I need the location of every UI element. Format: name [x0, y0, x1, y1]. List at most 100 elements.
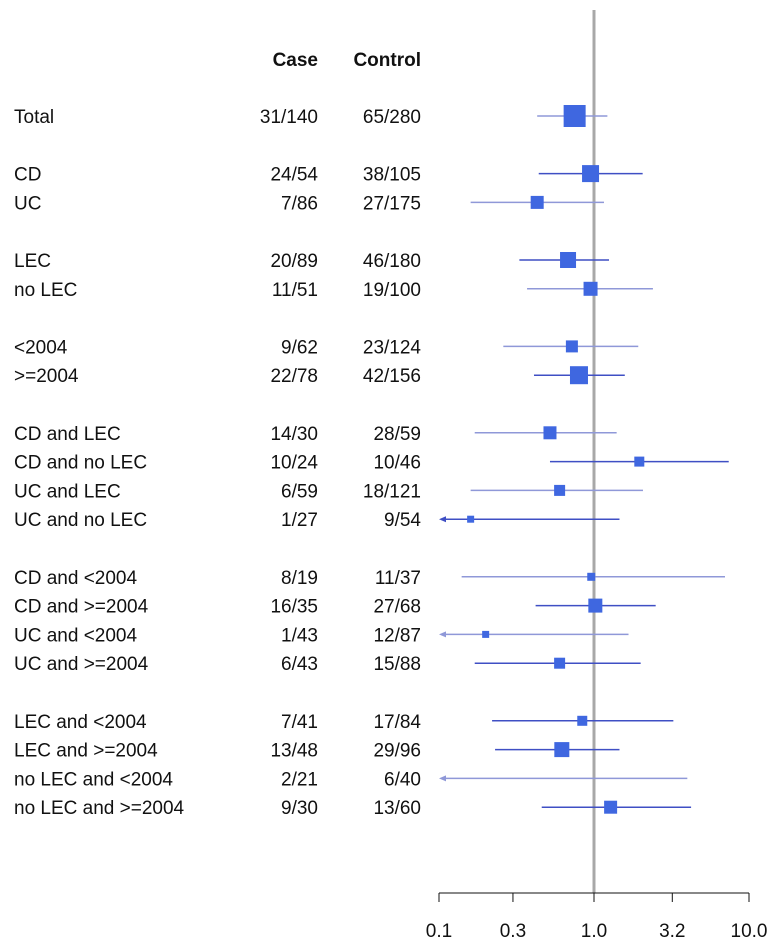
point-estimate — [554, 657, 566, 669]
table-row: no LEC and <2004 2/21 6/40 — [14, 769, 421, 790]
x-tick-label: 1.0 — [581, 921, 607, 942]
table-rows: Total 31/140 65/280 CD 24/54 38/105 UC 7/86 27/1… — [14, 107, 421, 819]
ci-arrow-left — [439, 631, 446, 638]
table-row: Total 31/140 65/280 — [14, 107, 421, 128]
x-tick-label: 3.2 — [659, 921, 685, 942]
row-label: UC and LEC — [14, 481, 121, 502]
table-row: CD and no LEC 10/24 10/46 — [14, 453, 421, 474]
case-value: 31/140 — [260, 107, 318, 128]
row-label: CD — [14, 165, 41, 186]
control-value: 42/156 — [363, 366, 421, 387]
table-row: LEC 20/89 46/180 — [14, 251, 421, 272]
case-value: 22/78 — [270, 366, 318, 387]
control-value: 46/180 — [363, 251, 421, 272]
control-value: 28/59 — [373, 424, 421, 445]
table-row: UC and no LEC 1/27 9/54 — [14, 510, 421, 531]
case-value: 6/59 — [281, 481, 318, 502]
row-label: LEC — [14, 251, 51, 272]
case-value: 1/27 — [281, 510, 318, 531]
control-value: 29/96 — [373, 741, 421, 762]
row-label: >=2004 — [14, 366, 79, 387]
table-row: CD and >=2004 16/35 27/68 — [14, 597, 421, 618]
control-value: 18/121 — [363, 481, 421, 502]
point-estimate — [554, 742, 570, 758]
row-label: no LEC and <2004 — [14, 769, 173, 790]
x-tick-label: 0.1 — [426, 921, 452, 942]
plot-marks — [439, 10, 729, 893]
row-label: UC and >=2004 — [14, 654, 149, 675]
row-label: <2004 — [14, 337, 68, 358]
x-tick-label: 0.3 — [500, 921, 526, 942]
control-value: 27/175 — [363, 193, 421, 214]
control-value: 10/46 — [373, 453, 421, 474]
point-estimate — [563, 105, 586, 127]
point-estimate — [583, 281, 598, 296]
point-estimate — [530, 195, 544, 209]
table-row: >=2004 22/78 42/156 — [14, 366, 421, 387]
case-value: 9/62 — [281, 337, 318, 358]
case-value: 16/35 — [270, 597, 318, 618]
case-value: 9/30 — [281, 798, 318, 819]
table-row: UC and <2004 1/43 12/87 — [14, 625, 421, 646]
control-value: 9/54 — [384, 510, 421, 531]
control-value: 19/100 — [363, 280, 421, 301]
row-label: CD and no LEC — [14, 453, 147, 474]
table-row: CD and LEC 14/30 28/59 — [14, 424, 421, 445]
case-value: 24/54 — [270, 165, 318, 186]
point-estimate — [577, 715, 588, 726]
point-estimate — [588, 598, 603, 613]
table-row: LEC and <2004 7/41 17/84 — [14, 712, 421, 733]
control-value: 65/280 — [363, 107, 421, 128]
point-estimate — [543, 426, 557, 440]
control-value: 17/84 — [373, 712, 421, 733]
point-estimate — [482, 630, 490, 638]
control-value: 12/87 — [373, 625, 421, 646]
point-estimate — [604, 800, 618, 814]
column-header-control: Control — [353, 50, 421, 71]
point-estimate — [582, 165, 600, 183]
row-label: CD and LEC — [14, 424, 121, 445]
table-row: UC and >=2004 6/43 15/88 — [14, 654, 421, 675]
point-estimate — [634, 456, 645, 467]
ci-arrow-left — [439, 775, 446, 782]
ci-arrow-left — [439, 516, 446, 523]
row-label: CD and >=2004 — [14, 597, 149, 618]
table-row: no LEC and >=2004 9/30 13/60 — [14, 798, 421, 819]
control-value: 11/37 — [375, 568, 421, 589]
control-value: 13/60 — [373, 798, 421, 819]
table-row: CD 24/54 38/105 — [14, 165, 421, 186]
table-row: UC and LEC 6/59 18/121 — [14, 481, 421, 502]
table-row: UC 7/86 27/175 — [14, 193, 421, 214]
control-value: 15/88 — [373, 654, 421, 675]
point-estimate — [587, 572, 596, 581]
table-row: CD and <2004 8/19 11/37 — [14, 568, 421, 589]
row-label: LEC and <2004 — [14, 712, 147, 733]
control-value: 6/40 — [384, 769, 421, 790]
case-value: 10/24 — [270, 453, 318, 474]
row-label: no LEC — [14, 280, 77, 301]
control-value: 38/105 — [363, 165, 421, 186]
case-value: 6/43 — [281, 654, 318, 675]
control-value: 23/124 — [363, 337, 422, 358]
table-row: no LEC 11/51 19/100 — [14, 280, 421, 301]
table-row: <2004 9/62 23/124 — [14, 337, 421, 358]
case-value: 14/30 — [270, 424, 318, 445]
column-header-case: Case — [273, 50, 318, 71]
point-estimate — [569, 366, 588, 385]
table-row: LEC and >=2004 13/48 29/96 — [14, 741, 421, 762]
point-estimate — [565, 340, 578, 353]
row-label: UC — [14, 193, 41, 214]
x-axis: 0.1 0.3 1.0 3.2 10.0 — [426, 892, 768, 942]
point-estimate — [467, 515, 475, 523]
row-label: UC and no LEC — [14, 510, 147, 531]
row-label: LEC and >=2004 — [14, 741, 158, 762]
control-value: 27/68 — [373, 597, 421, 618]
case-value: 13/48 — [270, 741, 318, 762]
point-estimate — [554, 484, 566, 496]
row-label: Total — [14, 107, 54, 128]
x-tick-label: 10.0 — [731, 921, 768, 942]
case-value: 2/21 — [281, 769, 318, 790]
case-value: 1/43 — [281, 625, 318, 646]
case-value: 20/89 — [270, 251, 318, 272]
